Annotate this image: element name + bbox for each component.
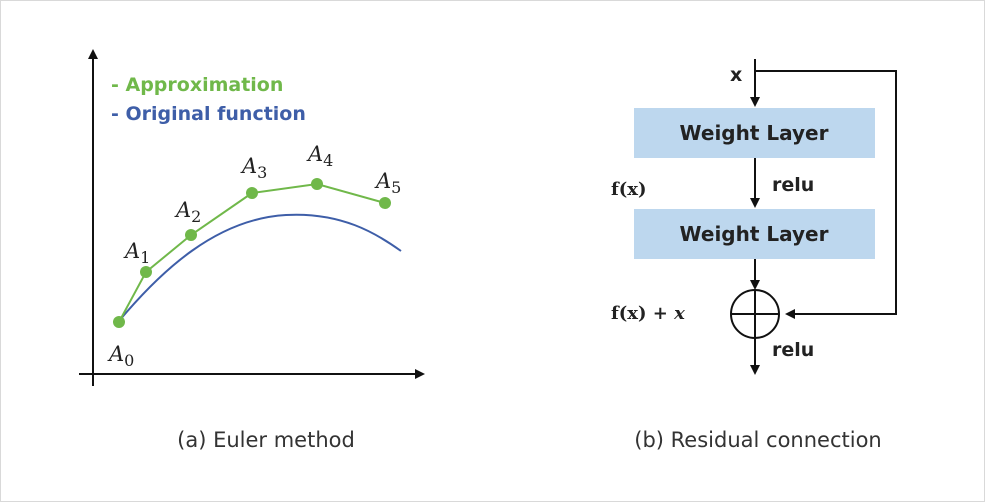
legend-original-function: - Original function — [111, 103, 306, 125]
fx-plus-x-label: f(x) + x — [611, 303, 685, 324]
point-a2 — [185, 229, 197, 241]
fx-label: f(x) — [611, 179, 647, 200]
point-a4 — [311, 178, 323, 190]
point-a3 — [246, 187, 258, 199]
approximation-line — [118, 182, 386, 323]
skip-connection — [755, 70, 897, 319]
weight-layer-2 — [634, 209, 875, 259]
point-a1 — [140, 266, 152, 278]
label-a4: A4 — [306, 142, 333, 170]
residual-panel: x Weight Layer relu f(x) Weight Layer f(… — [611, 59, 897, 452]
caption-residual: (b) Residual connection — [634, 428, 881, 452]
input-x-label: x — [730, 64, 742, 86]
label-a0: A0 — [107, 342, 134, 370]
label-a5: A5 — [374, 169, 401, 197]
label-a3: A3 — [240, 154, 267, 182]
sum-node-icon — [730, 289, 780, 339]
relu-2-label: relu — [772, 339, 814, 361]
weight-layer-2-label: Weight Layer — [680, 222, 829, 246]
euler-panel: - Approximation - Original function A0 A… — [79, 49, 425, 452]
original-function-curve — [118, 213, 402, 322]
caption-euler: (a) Euler method — [177, 428, 355, 452]
weight-layer-1-label: Weight Layer — [680, 121, 829, 145]
label-a2: A2 — [174, 198, 201, 226]
point-a0 — [113, 316, 125, 328]
relu-1-label: relu — [772, 174, 814, 196]
weight-layer-1 — [634, 108, 875, 158]
label-a1: A1 — [123, 239, 150, 267]
point-a5 — [379, 197, 391, 209]
legend-approximation: - Approximation — [111, 74, 283, 96]
